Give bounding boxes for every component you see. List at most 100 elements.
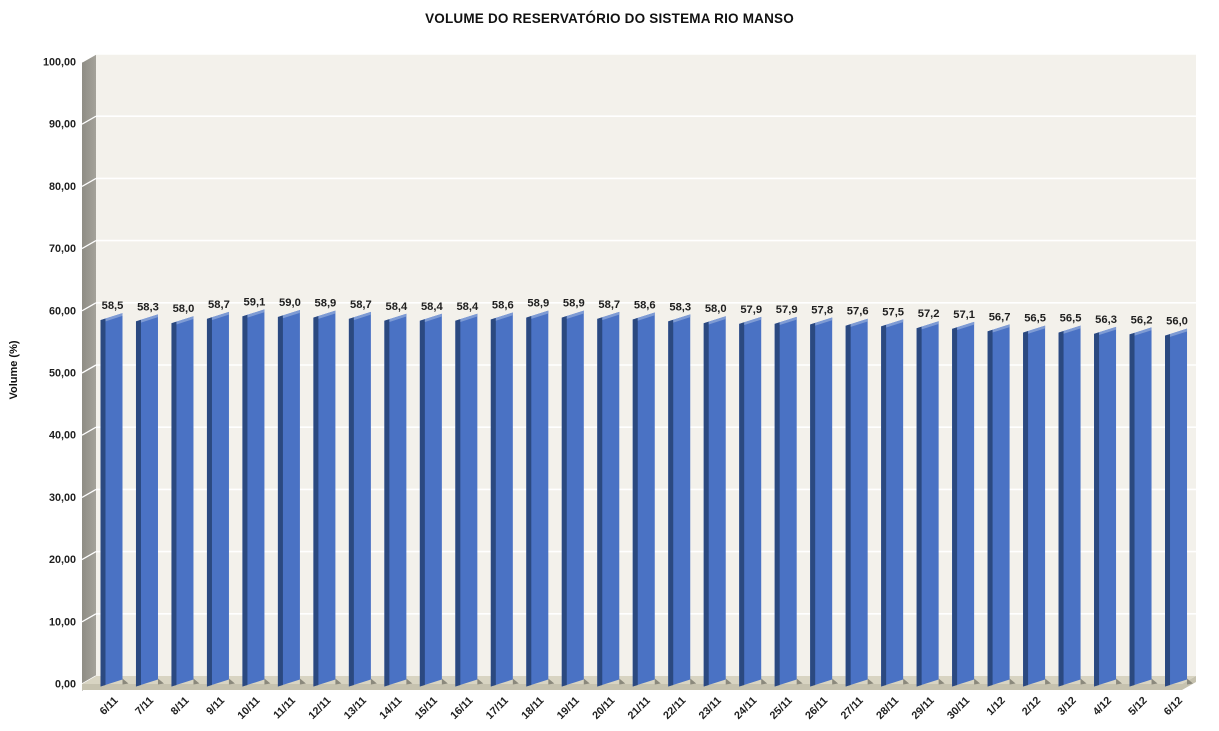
x-tick-label: 22/11: [661, 695, 688, 722]
bar-side-face: [1094, 332, 1100, 687]
x-tick-label: 30/11: [945, 695, 972, 722]
side-wall-tick: [81, 53, 97, 63]
bar-value-label: 57,9: [740, 304, 762, 316]
bar-shadow: [299, 678, 306, 685]
x-tick-label: 9/11: [204, 695, 227, 718]
bar-shadow: [370, 678, 377, 685]
bar-side-face: [455, 319, 461, 687]
bar: [526, 310, 549, 687]
bar: [703, 316, 726, 687]
bar: [1094, 326, 1117, 687]
bar-shadow: [867, 678, 874, 685]
bar: [384, 313, 407, 687]
bar-value-label: 57,1: [953, 309, 975, 321]
y-tick-label: 30,00: [49, 492, 76, 504]
bar-shadow: [1009, 678, 1016, 685]
bar-shadow: [193, 678, 200, 685]
bar: [1023, 325, 1046, 687]
bar-side-face: [100, 318, 106, 687]
bar-shadow: [1045, 678, 1052, 685]
bar: [561, 310, 584, 687]
x-tick-label: 7/11: [133, 695, 156, 718]
bar: [668, 314, 691, 687]
bar-shadow: [122, 678, 129, 685]
y-tick-label: 0,00: [55, 679, 76, 691]
x-tick-label: 1/12: [984, 695, 1007, 718]
bar-shadow: [974, 678, 981, 685]
y-tick-label: 70,00: [49, 243, 76, 255]
bar: [419, 313, 442, 687]
bar-top-face: [850, 318, 868, 327]
bar: [490, 312, 513, 687]
bar-top-face: [815, 317, 833, 326]
plot-floor-front: [82, 684, 1182, 690]
bar-shadow: [1151, 678, 1158, 685]
bar-value-label: 58,7: [350, 299, 372, 311]
bar-shadow: [832, 678, 839, 685]
bar-shadow: [796, 678, 803, 685]
x-tick-label: 4/12: [1091, 695, 1114, 718]
bar-value-label: 59,0: [279, 297, 301, 309]
x-tick-label: 26/11: [803, 695, 830, 722]
x-tick-label: 17/11: [484, 695, 511, 722]
bar-top-face: [779, 316, 797, 326]
x-tick-label: 5/12: [1126, 695, 1149, 718]
side-wall-tick: [81, 551, 97, 561]
x-tick-label: 14/11: [377, 695, 404, 722]
bar-side-face: [916, 326, 922, 687]
bar-value-label: 58,0: [173, 303, 195, 315]
x-tick-label: 24/11: [732, 695, 759, 722]
bar-top-face: [602, 311, 620, 321]
x-tick-label: 6/12: [1162, 695, 1185, 718]
x-tick-label: 27/11: [839, 695, 866, 722]
bar-shadow: [335, 678, 342, 685]
side-wall-tick: [81, 488, 97, 498]
bar-top-face: [460, 313, 478, 322]
bar-top-face: [886, 319, 904, 328]
bar-side-face: [171, 321, 177, 687]
bar: [313, 310, 336, 687]
bar-top-face: [353, 311, 371, 321]
x-tick-label: 23/11: [697, 695, 724, 722]
plot-side-wall: [82, 54, 96, 691]
bar-top-face: [495, 312, 513, 321]
bar-value-label: 58,0: [705, 303, 727, 315]
side-wall-tick: [81, 240, 97, 250]
bar-shadow: [1187, 678, 1194, 685]
bar-side-face: [384, 319, 390, 687]
bar: [1058, 325, 1081, 687]
x-tick-label: 10/11: [235, 695, 262, 722]
bar-side-face: [845, 324, 851, 687]
bar-side-face: [739, 322, 745, 687]
bar-top-face: [1028, 325, 1046, 334]
bar-top-face: [921, 321, 939, 330]
y-tick-label: 10,00: [49, 616, 76, 628]
bar-top-face: [1134, 327, 1152, 336]
bar-top-face: [673, 314, 691, 323]
x-tick-label: 6/11: [98, 695, 121, 718]
side-wall-tick: [81, 177, 97, 187]
x-tick-label: 13/11: [342, 695, 369, 722]
bar-top-face: [105, 313, 123, 322]
y-tick-label: 90,00: [49, 119, 76, 131]
bar: [206, 311, 229, 687]
bar-side-face: [1058, 330, 1064, 687]
bar-top-face: [211, 311, 229, 321]
bar-value-label: 58,9: [563, 298, 585, 310]
bar-side-face: [774, 322, 780, 687]
bar-side-face: [206, 317, 212, 687]
bar-value-label: 58,4: [456, 301, 479, 313]
bar-value-label: 57,9: [776, 304, 798, 316]
bar: [881, 319, 904, 687]
bar-value-label: 56,7: [989, 311, 1011, 323]
bar-side-face: [810, 322, 816, 687]
x-tick-label: 16/11: [448, 695, 475, 722]
bar-value-label: 58,6: [492, 300, 514, 312]
bar-value-label: 58,3: [669, 301, 691, 313]
bar-value-label: 58,4: [385, 301, 408, 313]
bar-side-face: [419, 319, 425, 687]
bar-shadow: [1080, 678, 1087, 685]
bar-side-face: [242, 314, 248, 687]
